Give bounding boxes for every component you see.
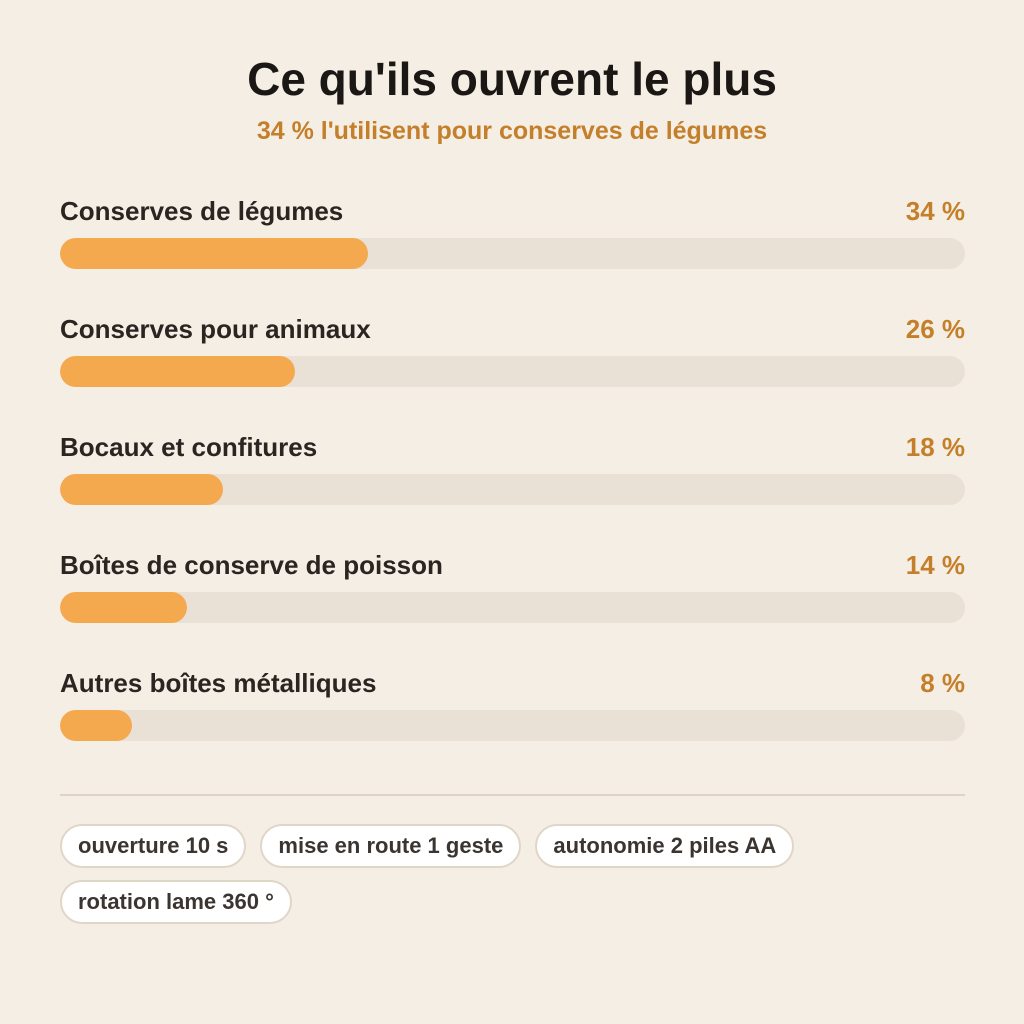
bar-track <box>60 356 965 387</box>
bar <box>60 474 223 505</box>
bar-row: Conserves de légumes 34 % <box>60 190 965 308</box>
feature-chip: autonomie 2 piles AA <box>535 824 795 868</box>
feature-chips: ouverture 10 s mise en route 1 geste auton… <box>60 824 965 924</box>
bar-track <box>60 474 965 505</box>
bar <box>60 356 295 387</box>
bar-value-label: 8 % <box>920 668 965 698</box>
feature-chip: ouverture 10 s <box>60 824 247 868</box>
bar-value-label: 14 % <box>905 550 965 580</box>
chart-title: Ce qu'ils ouvrent le plus <box>247 53 777 105</box>
bar-label: Bocaux et confitures <box>60 432 318 462</box>
bar-track <box>60 592 965 623</box>
bar-chart: Conserves de légumes 34 % Conserves pour a… <box>60 190 965 780</box>
feature-chip: rotation lame 360 ° <box>60 880 292 924</box>
bar-row: Conserves pour animaux 26 % <box>60 308 965 426</box>
bar-value-label: 26 % <box>905 314 965 344</box>
bar-label: Autres boîtes métalliques <box>60 668 377 698</box>
bar-label: Boîtes de conserve de poisson <box>60 550 443 580</box>
bar <box>60 238 368 269</box>
feature-chip: mise en route 1 geste <box>260 824 522 868</box>
bar <box>60 592 187 623</box>
divider <box>60 794 965 796</box>
bar-track <box>60 710 965 741</box>
bar-track <box>60 238 965 269</box>
bar-row: Bocaux et confitures 18 % <box>60 426 965 544</box>
bar-row: Autres boîtes métalliques 8 % <box>60 662 965 780</box>
bar-value-label: 34 % <box>905 196 965 226</box>
bar-label: Conserves pour animaux <box>60 314 371 344</box>
bar-label: Conserves de légumes <box>60 196 344 226</box>
bar <box>60 710 132 741</box>
chart-subtitle: 34 % l'utilisent pour conserves de légum… <box>256 117 768 145</box>
bar-value-label: 18 % <box>905 432 965 462</box>
bar-row: Boîtes de conserve de poisson 14 % <box>60 544 965 662</box>
